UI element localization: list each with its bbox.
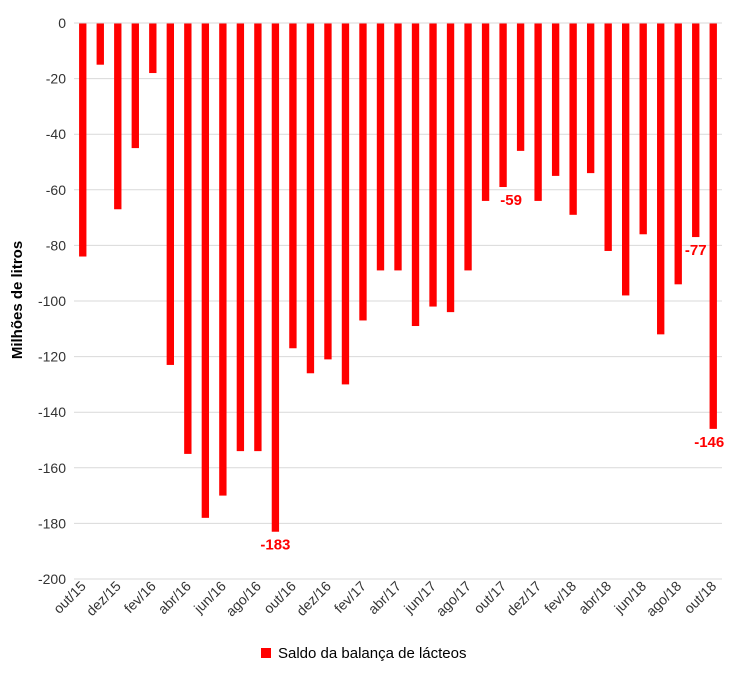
y-tick-label: -100 — [38, 293, 66, 309]
y-tick-label: -140 — [38, 404, 66, 420]
x-tick-label: abr/17 — [365, 578, 405, 618]
bar-out-16 — [289, 23, 297, 349]
bar-jun-18 — [639, 23, 647, 235]
y-tick-label: -160 — [38, 460, 66, 476]
x-tick-label: jun/16 — [190, 578, 229, 617]
legend-swatch — [261, 648, 271, 658]
x-tick-label: abr/16 — [155, 578, 195, 618]
bar-mar-18 — [586, 23, 595, 174]
x-tick-label: jun/17 — [400, 578, 439, 617]
bar-nov-15 — [96, 23, 104, 65]
x-tick-label: out/16 — [260, 578, 299, 617]
x-tick-label: ago/16 — [222, 578, 264, 620]
bar-abr-16 — [184, 23, 192, 454]
x-tick-label: abr/18 — [575, 578, 615, 618]
x-tick-label: fev/16 — [121, 578, 159, 616]
bar-series — [79, 23, 717, 532]
data-label: -77 — [685, 242, 707, 259]
bar-mai-16 — [201, 23, 210, 518]
bar-abr-17 — [394, 23, 402, 271]
bar-ago-17 — [464, 23, 472, 271]
bar-nov-16 — [306, 23, 315, 374]
bar-out-15 — [79, 23, 87, 257]
y-tick-label: -40 — [46, 126, 66, 142]
y-tick-label: -60 — [46, 182, 66, 198]
bar-jan-17 — [341, 23, 350, 385]
x-tick-label: dez/17 — [503, 578, 544, 619]
x-tick-label: fev/17 — [331, 578, 369, 616]
bar-abr-18 — [604, 23, 612, 251]
x-tick-label: dez/15 — [83, 578, 124, 619]
x-axis-ticks: out/15dez/15fev/16abr/16jun/16ago/16out/… — [50, 578, 719, 620]
bar-mai-18 — [621, 23, 630, 296]
bar-set-17 — [481, 23, 490, 201]
bar-out-17 — [499, 23, 507, 188]
data-label: -59 — [500, 192, 522, 209]
y-tick-label: -20 — [46, 71, 66, 87]
bar-dez-17 — [534, 23, 542, 201]
legend-label: Saldo da balança de lácteos — [278, 645, 466, 662]
bar-dez-16 — [324, 23, 332, 360]
y-tick-label: 0 — [58, 15, 66, 31]
data-labels: -183 -59 -77 -146 — [260, 192, 724, 554]
legend: Saldo da balança de lácteos — [261, 645, 466, 662]
bar-fev-16 — [149, 23, 157, 74]
x-tick-label: ago/18 — [643, 578, 685, 620]
bar-jul-17 — [446, 23, 455, 313]
bar-ago-16 — [254, 23, 262, 452]
x-tick-label: dez/16 — [293, 578, 334, 619]
bar-jun-17 — [429, 23, 437, 307]
bar-mai-17 — [411, 23, 420, 327]
bar-mar-17 — [376, 23, 385, 271]
bar-ago-18 — [674, 23, 682, 285]
bar-dez-15 — [114, 23, 122, 210]
bar-jan-18 — [551, 23, 560, 176]
x-tick-label: out/18 — [681, 578, 720, 617]
bar-jul-16 — [236, 23, 245, 452]
bar-nov-17 — [516, 23, 525, 151]
y-tick-label: -200 — [38, 571, 66, 587]
y-axis-title: Milhões de litros — [9, 241, 26, 359]
bar-set-18 — [692, 23, 700, 238]
x-tick-label: out/17 — [470, 578, 509, 617]
bar-fev-18 — [569, 23, 577, 215]
y-axis-ticks: 0 -20 -40 -60 -80 -100 -120 -140 -160 -180 -200 — [38, 15, 66, 587]
data-label: -183 — [260, 537, 290, 554]
bar-jan-16 — [131, 23, 139, 149]
x-tick-label: jun/18 — [610, 578, 649, 617]
x-tick-label: ago/17 — [433, 578, 475, 620]
bar-jun-16 — [219, 23, 227, 496]
bar-jul-18 — [657, 23, 665, 335]
x-tick-label: fev/18 — [541, 578, 579, 616]
bar-set-16 — [271, 23, 280, 532]
bar-fev-17 — [359, 23, 367, 321]
bar-out-18 — [709, 23, 717, 429]
y-tick-label: -80 — [46, 237, 66, 253]
y-tick-label: -180 — [38, 515, 66, 531]
bar-mar-16 — [166, 23, 175, 365]
data-label: -146 — [694, 434, 724, 451]
y-tick-label: -120 — [38, 349, 66, 365]
